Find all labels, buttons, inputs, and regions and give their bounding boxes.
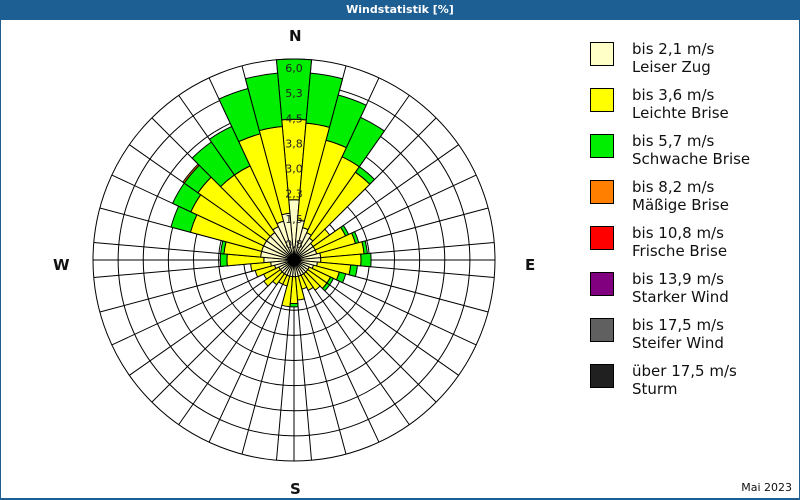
compass-west: W	[53, 256, 70, 274]
radial-tick-labels: 0,8 1,5 2,3 3,0 3,8 4,5 5,3 6,0	[285, 62, 303, 251]
legend-range: bis 8,2 m/s	[632, 178, 715, 196]
compass-north: N	[289, 27, 302, 45]
legend-range: bis 3,6 m/s	[632, 86, 715, 104]
legend-label: Steifer Wind	[632, 334, 724, 352]
legend-swatch	[590, 226, 614, 250]
svg-text:3,8: 3,8	[285, 137, 303, 150]
legend-label: Leiser Zug	[632, 58, 711, 76]
legend-swatch	[590, 42, 614, 66]
legend-swatch	[590, 364, 614, 388]
bottom-border	[0, 498, 800, 500]
chart-title: Windstatistik [%]	[0, 0, 800, 20]
wind-sectors	[170, 58, 386, 308]
legend-label: Mäßige Brise	[632, 196, 729, 214]
legend-range: bis 17,5 m/s	[632, 316, 724, 334]
legend-label: Leichte Brise	[632, 104, 729, 122]
svg-text:5,3: 5,3	[285, 87, 303, 100]
legend-label: Schwache Brise	[632, 150, 751, 168]
legend-swatch	[590, 88, 614, 112]
svg-text:0,8: 0,8	[285, 238, 303, 251]
svg-text:2,3: 2,3	[285, 188, 303, 201]
wind-rose-chart: 0,8 1,5 2,3 3,0 3,8 4,5 5,3 6,0	[92, 58, 496, 462]
legend-label: Starker Wind	[632, 288, 729, 306]
legend-swatch	[590, 180, 614, 204]
polar-grid	[92, 58, 496, 462]
legend-range: bis 10,8 m/s	[632, 224, 724, 242]
svg-text:4,5: 4,5	[285, 112, 303, 125]
legend-swatch	[590, 134, 614, 158]
legend-label: Sturm	[632, 380, 678, 398]
legend-swatch	[590, 272, 614, 296]
legend-label: Frische Brise	[632, 242, 728, 260]
svg-text:1,5: 1,5	[285, 213, 303, 226]
period-label: Mai 2023	[741, 481, 792, 494]
legend-swatch	[590, 318, 614, 342]
legend-range: bis 2,1 m/s	[632, 40, 715, 58]
legend-range: über 17,5 m/s	[632, 362, 737, 380]
compass-south: S	[290, 480, 301, 498]
legend-range: bis 13,9 m/s	[632, 270, 724, 288]
svg-text:6,0: 6,0	[285, 62, 303, 75]
compass-east: E	[525, 256, 536, 274]
svg-text:3,0: 3,0	[285, 163, 303, 176]
legend-range: bis 5,7 m/s	[632, 132, 715, 150]
